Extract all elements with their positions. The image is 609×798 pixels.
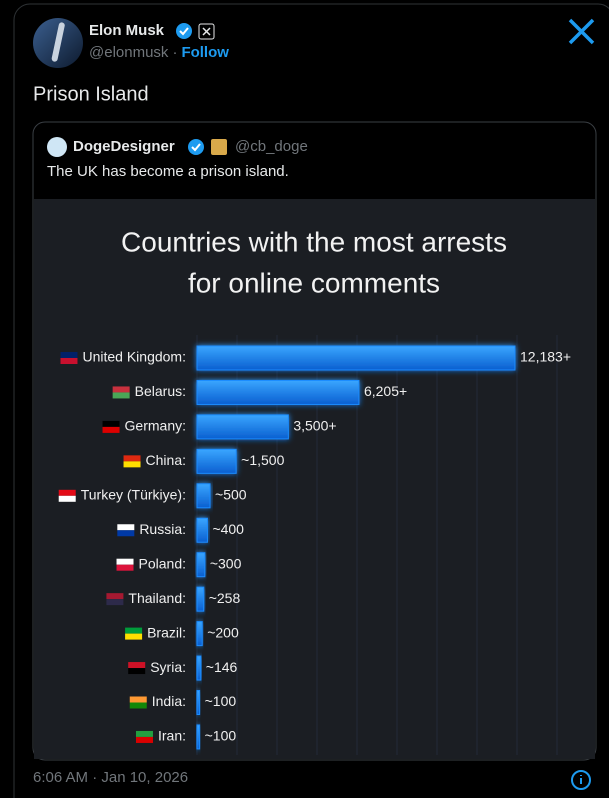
quote-author-name: DogeDesigner [73, 138, 175, 155]
quote-affiliate [211, 139, 227, 155]
category-label: Brazil: [147, 624, 186, 640]
bar [196, 448, 237, 474]
bar [196, 345, 516, 371]
flag [112, 392, 130, 399]
bar [196, 586, 205, 612]
value-label: 6,205+ [364, 383, 407, 399]
bar [196, 724, 201, 750]
value-label: ~1,500 [241, 452, 284, 468]
value-label: ~146 [206, 659, 238, 675]
category-label: Iran: [158, 728, 186, 744]
value-label: ~258 [209, 590, 241, 606]
category-label: Russia: [139, 521, 186, 537]
flag [60, 358, 78, 364]
quote-border[interactable] [32, 121, 597, 761]
verified-check [179, 27, 189, 36]
quote-avatar [47, 137, 67, 157]
timestamp[interactable]: 6:06 AM · Jan 10, 2026 [33, 769, 188, 786]
flag [135, 736, 153, 743]
flag [125, 627, 143, 634]
category-label: Thailand: [128, 590, 186, 606]
value-label: ~100 [205, 693, 237, 709]
value-label: 12,183+ [520, 349, 571, 365]
bar [196, 655, 202, 681]
affiliate-x [202, 27, 211, 36]
flag [106, 593, 124, 600]
chart-title: for online comments [188, 267, 440, 298]
flag [58, 495, 76, 502]
flag [112, 386, 130, 393]
flag [128, 662, 146, 669]
flag [117, 530, 135, 537]
flag [129, 696, 147, 703]
bar [196, 621, 203, 647]
follow-button[interactable]: Follow [181, 44, 229, 61]
value-label: 3,500+ [293, 418, 336, 434]
chart-background [34, 199, 595, 759]
flag [102, 426, 120, 433]
flag [60, 352, 78, 358]
bar [196, 690, 201, 715]
info-icon[interactable] [571, 770, 591, 790]
flag [135, 730, 153, 737]
x-logo[interactable] [568, 18, 595, 45]
flag [116, 558, 134, 565]
flag [117, 524, 135, 531]
category-label: Germany: [125, 418, 186, 434]
quote-text: The UK has become a prison island. [47, 163, 289, 180]
flag [58, 489, 76, 496]
handle[interactable]: @elonmusk [89, 44, 169, 61]
value-label: ~100 [205, 728, 237, 744]
separator: · [172, 44, 177, 61]
bar [196, 379, 360, 405]
value-label: ~400 [212, 521, 244, 537]
flag [123, 455, 141, 462]
bar [196, 552, 206, 578]
flag [129, 702, 147, 709]
flag [123, 461, 141, 468]
category-label: Syria: [150, 659, 186, 675]
category-label: Turkey (Türkiye): [81, 487, 186, 503]
bar [196, 414, 289, 440]
value-label: ~500 [215, 487, 247, 503]
tweet-border [13, 3, 609, 798]
category-label: China: [146, 452, 186, 468]
value-label: ~300 [210, 555, 242, 571]
chart-title: Countries with the most arrests [121, 226, 507, 257]
value-label: ~200 [207, 624, 239, 640]
chart: Countries with the most arrests for onlin… [58, 226, 571, 755]
category-label: United Kingdom: [82, 349, 186, 365]
flag [125, 633, 143, 640]
category-label: Poland: [139, 555, 186, 571]
category-label: Belarus: [135, 383, 186, 399]
author-name[interactable]: Elon Musk [89, 22, 165, 39]
bar [196, 517, 208, 543]
verified-badge [176, 23, 192, 39]
flag [102, 420, 120, 427]
category-label: India: [152, 693, 186, 709]
tweet-text: Prison Island [33, 83, 149, 105]
flag [116, 564, 134, 571]
quote-author-handle: @cb_doge [235, 138, 308, 155]
quote-verified-check [191, 143, 201, 152]
flag [106, 599, 124, 606]
author-handle[interactable]: @elonmusk · Follow [89, 44, 229, 61]
quote-verified-badge [188, 139, 204, 155]
flag [128, 668, 146, 675]
bar [196, 483, 211, 509]
avatar-rocket [51, 22, 65, 62]
